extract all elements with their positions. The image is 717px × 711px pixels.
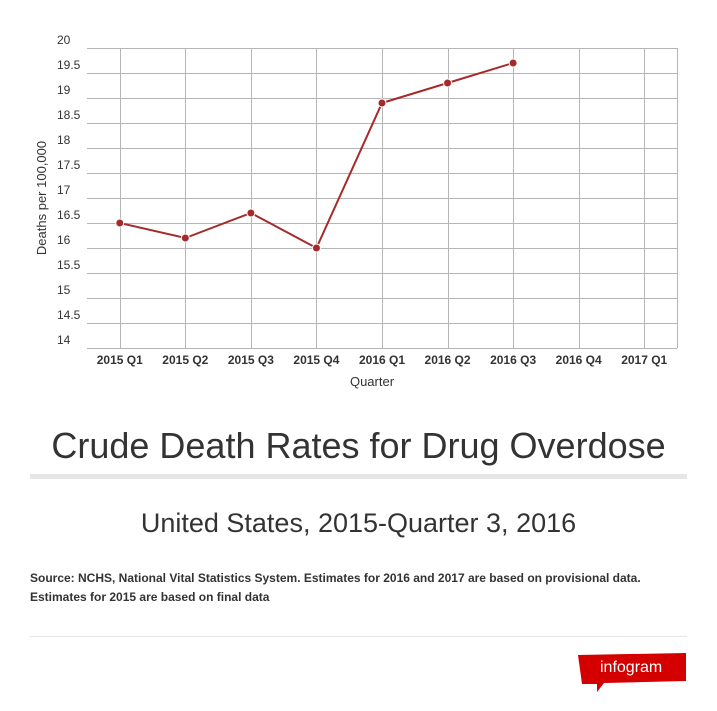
chart-subtitle: United States, 2015-Quarter 3, 2016 — [140, 508, 577, 538]
y-tick-label: 19 — [57, 83, 71, 97]
data-point — [377, 98, 387, 108]
chart-svg: 20 19.5 19 18.5 18 17.5 17 16.5 16 15.5 15 14.5 14 20… — [34, 33, 678, 389]
line-chart: 20 19.5 19 18.5 18 17.5 17 16.5 16 15.5 15 14.5 14 20… — [34, 33, 678, 389]
y-tick-label: 19.5 — [57, 58, 81, 72]
source-note: Source: NCHS, National Vital Statistics … — [30, 571, 641, 604]
y-tick-label: 17 — [57, 183, 71, 197]
y-tick-label: 15 — [57, 283, 71, 297]
y-tick-label: 14.5 — [57, 308, 81, 322]
y-tick-label: 17.5 — [57, 158, 81, 172]
x-axis-label: Quarter — [350, 374, 395, 389]
data-point — [443, 78, 453, 88]
y-tick-label: 16 — [57, 233, 71, 247]
x-tick-label: 2016 Q3 — [490, 353, 536, 367]
data-point — [180, 233, 190, 243]
x-tick-label: 2016 Q2 — [425, 353, 471, 367]
data-point — [115, 218, 125, 228]
data-point — [311, 243, 321, 253]
y-axis-label: Deaths per 100,000 — [34, 141, 49, 255]
y-tick-label: 15.5 — [57, 258, 81, 272]
y-tick-label: 18.5 — [57, 108, 81, 122]
x-tick-label: 2015 Q2 — [162, 353, 208, 367]
y-tick-label: 16.5 — [57, 208, 81, 222]
footer-divider — [30, 636, 687, 637]
title-divider — [30, 474, 687, 479]
y-tick-label: 20 — [57, 33, 71, 47]
data-point — [508, 58, 518, 68]
x-tick-label: 2016 Q4 — [556, 353, 602, 367]
x-tick-label: 2016 Q1 — [359, 353, 405, 367]
y-tick-label: 14 — [57, 333, 71, 347]
y-tick-label: 18 — [57, 133, 71, 147]
infogram-logo[interactable]: infogram — [578, 653, 688, 693]
x-tick-label: 2015 Q3 — [228, 353, 274, 367]
data-point — [246, 208, 256, 218]
infogram-logo-text: infogram — [600, 659, 663, 676]
x-tick-label: 2017 Q1 — [621, 353, 667, 367]
x-tick-label: 2015 Q1 — [97, 353, 143, 367]
chart-title: Crude Death Rates for Drug Overdose — [51, 425, 666, 466]
x-tick-label: 2015 Q4 — [293, 353, 339, 367]
logo-badge-shape — [578, 653, 686, 692]
